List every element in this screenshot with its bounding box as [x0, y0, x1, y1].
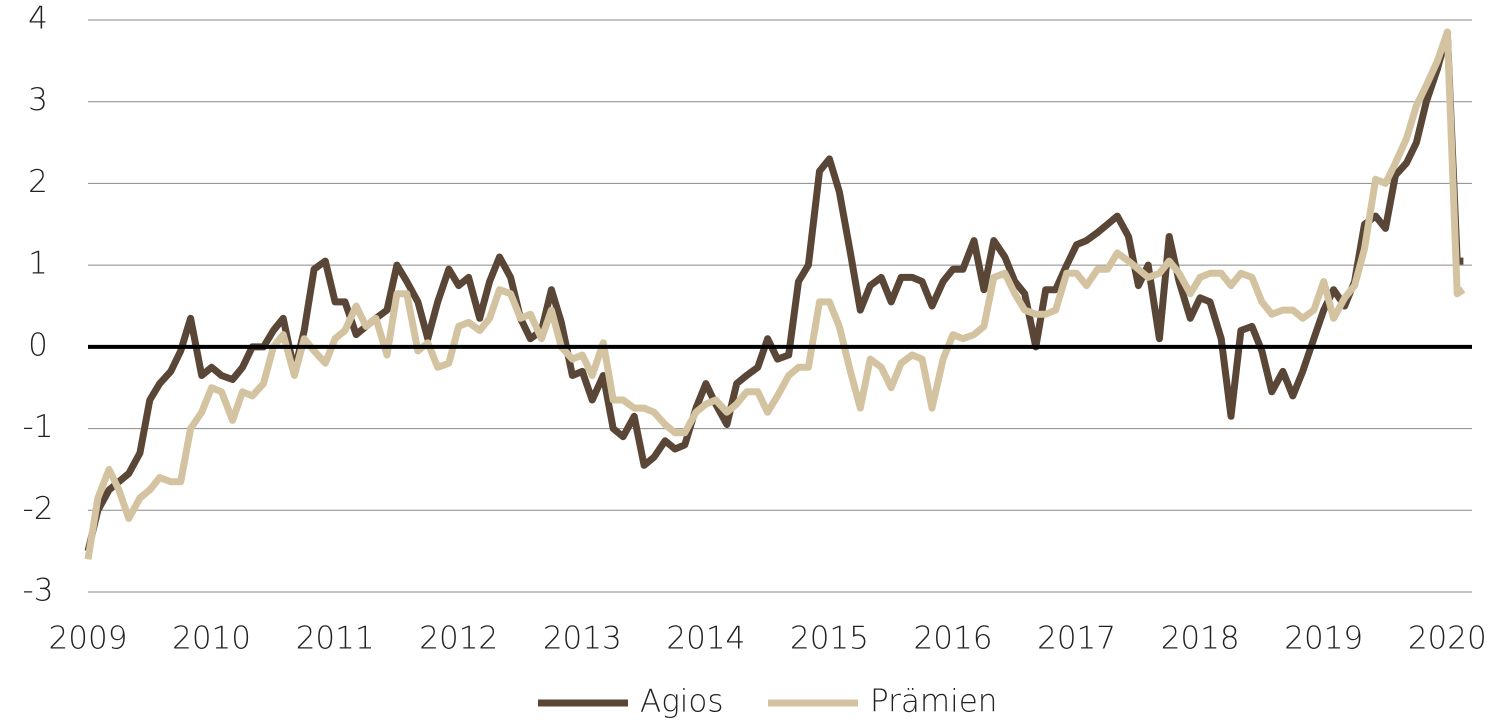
y-tick-label: 0 — [28, 327, 48, 363]
line-series — [84, 28, 1464, 552]
x-tick-label: 2013 — [543, 621, 622, 657]
x-tick-label: 2012 — [419, 621, 498, 657]
x-tick-label: 2020 — [1408, 621, 1487, 657]
legend-label: Prämien — [870, 684, 997, 720]
y-tick-label: 2 — [28, 164, 48, 200]
x-tick-label: 2018 — [1161, 621, 1240, 657]
x-tick-label: 2010 — [172, 621, 251, 657]
legend-label: Agios — [640, 684, 724, 720]
x-tick-label: 2011 — [296, 621, 375, 657]
y-tick-label: 4 — [28, 1, 48, 37]
x-tick-label: 2017 — [1037, 621, 1116, 657]
line-series — [84, 28, 1466, 560]
x-tick-label: 2019 — [1284, 621, 1363, 657]
y-tick-label: -2 — [23, 491, 54, 527]
x-tick-label: 2016 — [914, 621, 993, 657]
y-tick-label: -3 — [23, 573, 54, 609]
y-tick-label: 1 — [28, 246, 48, 282]
y-tick-label: -1 — [23, 409, 54, 445]
y-tick-label: 3 — [28, 82, 48, 118]
x-tick-label: 2015 — [790, 621, 869, 657]
x-tick-label: 2014 — [666, 621, 745, 657]
x-tick-label: 2009 — [49, 621, 128, 657]
